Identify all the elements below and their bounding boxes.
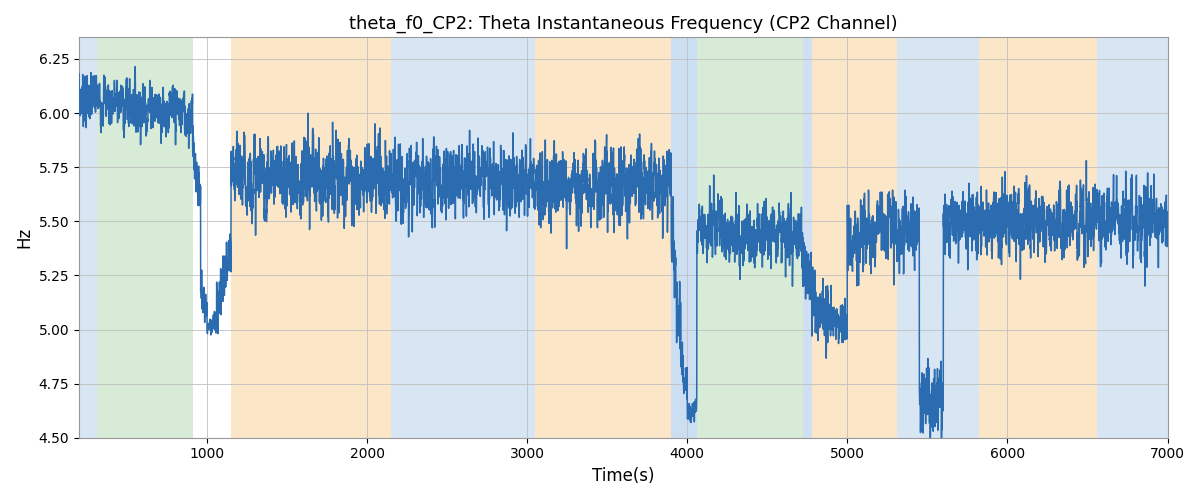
Bar	[671, 38, 697, 438]
Title: theta_f0_CP2: Theta Instantaneous Frequency (CP2 Channel): theta_f0_CP2: Theta Instantaneous Freque…	[349, 15, 898, 34]
X-axis label: Time(s): Time(s)	[592, 467, 654, 485]
Bar	[812, 38, 896, 438]
Bar	[697, 38, 803, 438]
Bar	[535, 38, 671, 438]
Bar	[896, 38, 979, 438]
Bar	[232, 38, 391, 438]
Bar	[391, 38, 535, 438]
Y-axis label: Hz: Hz	[14, 227, 32, 248]
Bar	[1097, 38, 1168, 438]
Bar	[803, 38, 812, 438]
Bar	[97, 38, 193, 438]
Bar	[979, 38, 1097, 438]
Bar	[79, 38, 97, 438]
